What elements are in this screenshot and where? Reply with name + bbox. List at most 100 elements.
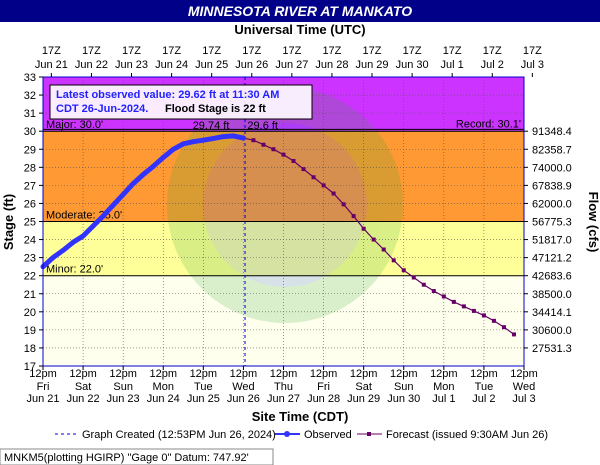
flow-tick-label: 82358.7 (532, 144, 572, 156)
peak-observed-label: 29.74 ft (193, 120, 230, 132)
flow-tick-label: 74000.0 (532, 162, 572, 174)
info-line-2a: CDT 26-Jun-2024. (56, 103, 148, 115)
x-tick-date: Jun 27 (267, 393, 300, 405)
top-tick-time: 17Z (122, 45, 141, 57)
flow-tick-label: 62000.0 (532, 198, 572, 210)
observed-point (110, 202, 116, 208)
forecast-point (391, 258, 396, 263)
x-tick-day: Mon (433, 381, 454, 393)
observed-point (170, 146, 176, 152)
forecast-point (401, 268, 406, 273)
top-tick-date: Jun 28 (315, 59, 348, 71)
flow-tick-label: 30600.0 (532, 325, 572, 337)
top-tick-date: Jun 22 (75, 59, 108, 71)
footer-box (0, 448, 274, 465)
flow-tick-label: 91348.4 (532, 126, 572, 138)
x-tick-time: 12pm (350, 368, 378, 380)
flow-tick-label: 34414.1 (532, 307, 572, 319)
forecast-point (421, 282, 426, 287)
title-bar (0, 0, 600, 22)
forecast-point (451, 299, 456, 304)
top-tick-date: Jul 2 (481, 59, 504, 71)
top-tick-date: Jun 30 (396, 59, 429, 71)
peak-forecast-label: 29.6 ft (247, 120, 278, 132)
forecast-point (441, 294, 446, 299)
observed-point (180, 141, 186, 147)
top-tick-date: Jun 26 (235, 59, 268, 71)
forecast-line (243, 137, 515, 335)
legend-created-label: Graph Created (12:53PM Jun 26, 2024) (82, 429, 276, 441)
observed-point (210, 136, 216, 141)
forecast-point (341, 202, 346, 207)
forecast-point (331, 191, 336, 196)
noaa-watermark (167, 87, 403, 323)
legend-forecast-marker (367, 432, 371, 436)
legend-observed-label: Observed (304, 429, 352, 441)
top-tick-date: Jul 1 (441, 59, 464, 71)
top-tick-time: 17Z (443, 45, 462, 57)
x-tick-day: Fri (317, 381, 330, 393)
y-tick-label: 25 (24, 217, 36, 229)
x-tick-time: 12pm (510, 368, 538, 380)
top-tick-date: Jun 23 (115, 59, 148, 71)
flow-tick-label: 56775.3 (532, 217, 572, 229)
info-box-frame (49, 84, 313, 120)
x-tick-day: Fri (37, 381, 50, 393)
y-tick-label: 33 (24, 72, 36, 84)
top-tick-time: 17Z (483, 45, 502, 57)
top-tick-time: 17Z (322, 45, 341, 57)
forecast-point (261, 142, 266, 147)
observed-point (140, 172, 146, 177)
y-tick-label: 21 (24, 289, 36, 301)
right-axis-title: Flow (cfs) (586, 192, 600, 253)
flow-tick-label: 38500.0 (532, 289, 572, 301)
x-tick-date: Jul 2 (472, 393, 495, 405)
legend-forecast-label: Forecast (issued 9:30AM Jun 26) (386, 429, 548, 441)
info-line-2b: Flood Stage is 22 ft (165, 103, 266, 115)
x-tick-time: 12pm (69, 368, 97, 380)
x-tick-day: Thu (274, 381, 293, 393)
y-tick-label: 26 (24, 198, 36, 210)
top-tick-time: 17Z (202, 45, 221, 57)
forecast-point (291, 158, 296, 163)
forecast-point (281, 152, 286, 157)
observed-point (150, 164, 156, 169)
x-tick-day: Sat (75, 381, 92, 393)
forecast-point (321, 183, 326, 188)
forecast-point (431, 289, 436, 294)
x-tick-time: 12pm (29, 368, 57, 380)
flow-tick-label: 47121.2 (532, 253, 572, 265)
observed-point (120, 192, 126, 197)
top-tick-date: Jun 29 (356, 59, 389, 71)
watermark-inner-disc (203, 123, 367, 287)
info-box: Latest observed value: 29.62 ft at 11:30… (49, 84, 313, 120)
top-tick-date: Jun 25 (195, 59, 228, 71)
flow-tick-label: 27531.3 (532, 343, 572, 355)
x-tick-time: 12pm (310, 368, 338, 380)
chart-title: MINNESOTA RIVER AT MANKATO (188, 3, 412, 19)
y-tick-label: 17 (24, 361, 36, 373)
y-tick-label: 23 (24, 253, 36, 265)
forecast-point (481, 313, 486, 318)
left-axis-title: Stage (ft) (1, 194, 16, 250)
forecast-point (381, 247, 386, 252)
observed-point (241, 135, 246, 141)
x-tick-day: Sat (355, 381, 372, 393)
x-tick-date: Jun 28 (307, 393, 340, 405)
forecast-point (311, 175, 316, 180)
x-tick-date: Jun 26 (227, 393, 260, 405)
legend: Graph Created (12:53PM Jun 26, 2024) Obs… (55, 429, 548, 441)
y-tick-label: 20 (24, 307, 36, 319)
y-tick-label: 27 (24, 180, 36, 192)
watermark-outer-ring (167, 87, 403, 323)
forecast-point (411, 275, 416, 280)
x-tick-date: Jun 24 (147, 393, 180, 405)
y-tick-label: 18 (24, 343, 36, 355)
top-tick-time: 17Z (523, 45, 542, 57)
top-tick-time: 17Z (282, 45, 301, 57)
x-tick-day: Wed (232, 381, 254, 393)
x-tick-day: Wed (513, 381, 535, 393)
observed-point (80, 233, 86, 239)
x-tick-time: 12pm (230, 368, 258, 380)
